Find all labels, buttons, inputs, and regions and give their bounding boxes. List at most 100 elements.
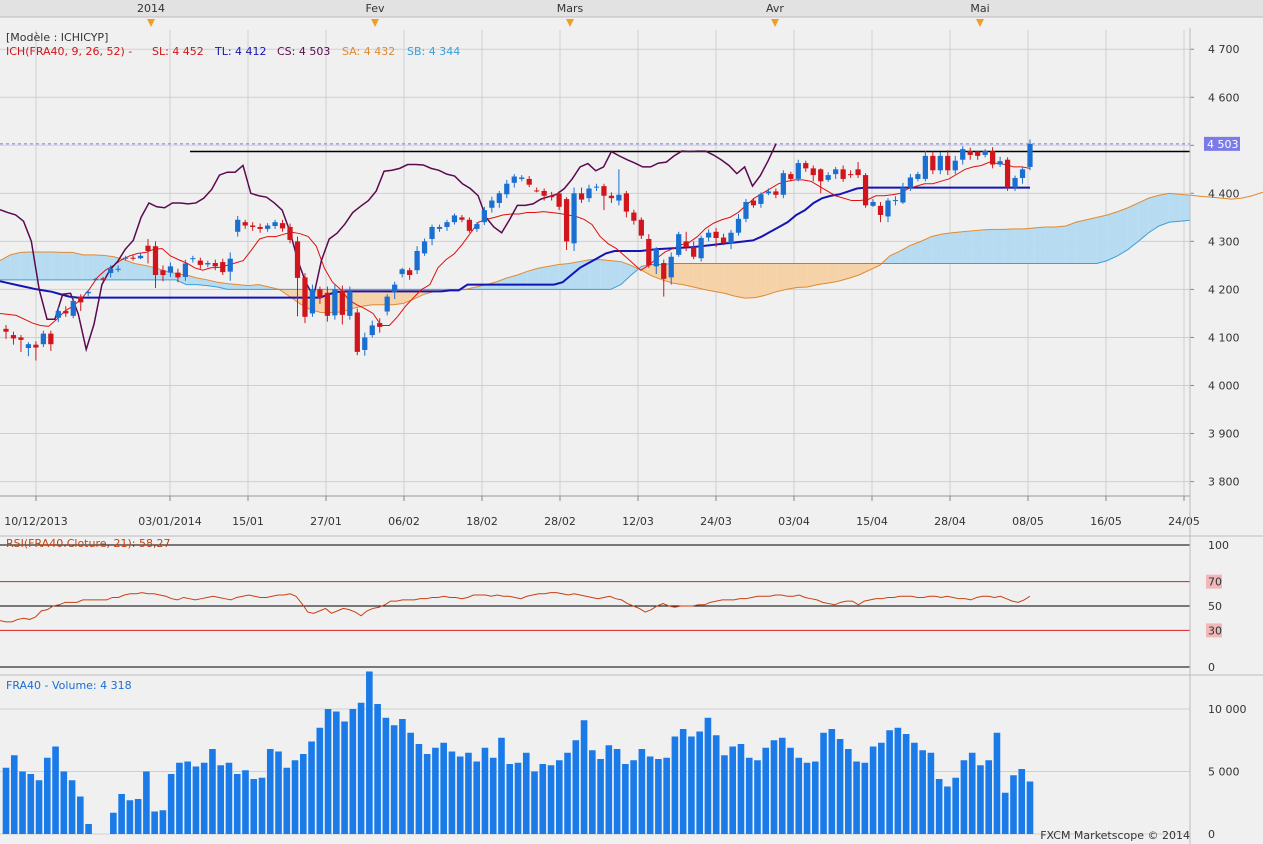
- volume-bar-48: [399, 719, 406, 834]
- cloud-segment-111: [1148, 195, 1159, 233]
- volume-bar-116: [960, 760, 968, 834]
- candle-body-123: [922, 155, 928, 179]
- cloud-segment-20: [206, 279, 218, 288]
- date-axis: 10/12/2013 03/01/2014 15/01 27/01 06/02 18/02…: [0, 495, 1200, 528]
- month-marker-2014[interactable]: [147, 19, 155, 27]
- volume-bar-16: [134, 799, 142, 834]
- volume-bar-64: [531, 771, 538, 834]
- volume-bar-61: [506, 764, 514, 834]
- price-tick-label-0: 4 700: [1208, 43, 1240, 56]
- kijun-line: [0, 186, 1030, 299]
- date-tick-label-10: 15/04: [856, 515, 888, 528]
- volume-bar-52: [432, 747, 439, 834]
- cloud-segment-113: [1169, 193, 1180, 223]
- volume-bar-123: [1018, 769, 1026, 834]
- cloud-segment-90: [931, 234, 942, 264]
- sa-label: SA: 4 432: [342, 45, 395, 58]
- month-marker-mars[interactable]: [566, 19, 574, 27]
- volume-bars: 10 000 5 000 0: [0, 671, 1247, 841]
- volume-bar-4: [35, 780, 43, 834]
- candle-body-0: [3, 328, 9, 332]
- volume-bar-31: [258, 777, 266, 834]
- volume-bar-58: [481, 747, 489, 834]
- candle-body-84: [631, 212, 637, 221]
- price-marker-label: 4 503: [1207, 138, 1239, 151]
- candle-body-5: [40, 333, 46, 345]
- date-tick-label-12: 08/05: [1012, 515, 1044, 528]
- cloud-segment-6: [62, 252, 73, 280]
- cloud-segment-46: [476, 284, 487, 290]
- candle-body-121: [907, 177, 914, 188]
- cloud-segment-79: [817, 263, 828, 285]
- volume-bar-23: [192, 766, 200, 834]
- candle-body-124: [930, 155, 936, 171]
- volume-bar-40: [333, 711, 340, 834]
- volume-bar-22: [184, 761, 191, 834]
- candle-body-118: [885, 200, 891, 217]
- cloud-segment-63: [651, 264, 663, 280]
- volume-bar-1: [10, 755, 18, 834]
- volume-bar-47: [390, 725, 398, 834]
- price-tick-label-6: 4 100: [1208, 331, 1240, 344]
- cloud-segment-38: [393, 289, 404, 305]
- cloud-segment-65: [672, 263, 683, 285]
- candle-body-104: [780, 173, 786, 195]
- volume-bar-43: [357, 702, 365, 834]
- volume-bar-57: [473, 761, 481, 834]
- volume-bar-110: [911, 742, 918, 834]
- volume-bar-68: [564, 752, 571, 834]
- candlesticks: [3, 139, 1033, 361]
- volume-bar-27: [225, 762, 233, 834]
- cloud-segment-2: [20, 251, 32, 280]
- price-tick-label-5: 4 200: [1208, 283, 1240, 296]
- candle-body-69: [519, 177, 525, 179]
- volume-tick-label-2: 0: [1208, 828, 1215, 841]
- volume-bar-87: [721, 755, 728, 834]
- candle-body-13: [100, 278, 106, 280]
- rsi-panel[interactable]: 100 70 50 30 0 RSI(FRA40.Cloture, 21): 58,27: [0, 535, 1263, 674]
- volume-bar-55: [456, 756, 464, 834]
- cloud-segment-55: [569, 261, 580, 290]
- cloud-segment-76: [786, 263, 797, 290]
- date-tick-label-13: 16/05: [1090, 515, 1122, 528]
- candle-body-94: [705, 232, 712, 238]
- candle-body-1: [10, 335, 17, 339]
- price-tick-label-8: 3 900: [1208, 428, 1240, 441]
- candle-body-119: [892, 200, 899, 202]
- candle-body-89: [668, 256, 674, 278]
- volume-bar-105: [869, 746, 877, 834]
- cloud-segment-36: [372, 289, 383, 305]
- candle-body-8: [63, 311, 69, 314]
- candle-body-128: [960, 149, 966, 160]
- candle-body-109: [818, 169, 824, 182]
- candle-body-85: [638, 219, 644, 236]
- candle-body-17: [130, 257, 136, 259]
- candle-body-115: [862, 175, 869, 206]
- candle-body-76: [571, 193, 577, 244]
- volume-bar-103: [853, 761, 860, 834]
- volume-bar-74: [613, 749, 621, 834]
- candle-body-116: [870, 201, 876, 206]
- candle-body-113: [847, 174, 854, 176]
- cloud-segment-89: [920, 236, 932, 264]
- volume-bar-3: [27, 774, 35, 834]
- cloud-segment-13: [134, 263, 145, 280]
- month-axis: 2014 Fev Mars Avr Mai: [137, 2, 990, 27]
- candle-body-135: [1012, 177, 1018, 188]
- candle-body-23: [175, 272, 181, 278]
- candle-body-51: [384, 296, 390, 312]
- month-marker-mai[interactable]: [976, 19, 984, 27]
- volume-bar-60: [498, 737, 505, 834]
- month-marker-avr[interactable]: [771, 19, 779, 27]
- candle-body-45: [339, 290, 345, 315]
- cloud-segment-71: [734, 263, 746, 299]
- volume-bar-65: [539, 764, 547, 834]
- cloud-segment-83: [858, 263, 870, 276]
- candle-body-105: [788, 174, 794, 179]
- svg-text:ICH(FRA40, 9, 26, 52) -: ICH(FRA40, 9, 26, 52) - SL: 4 452 TL: 4 …: [6, 45, 460, 58]
- volume-panel[interactable]: 10 000 5 000 0 FRA40 - Volume: 4 318 FXCM …: [0, 671, 1263, 843]
- month-marker-fev[interactable]: [371, 19, 379, 27]
- cloud-segment-54: [558, 263, 570, 290]
